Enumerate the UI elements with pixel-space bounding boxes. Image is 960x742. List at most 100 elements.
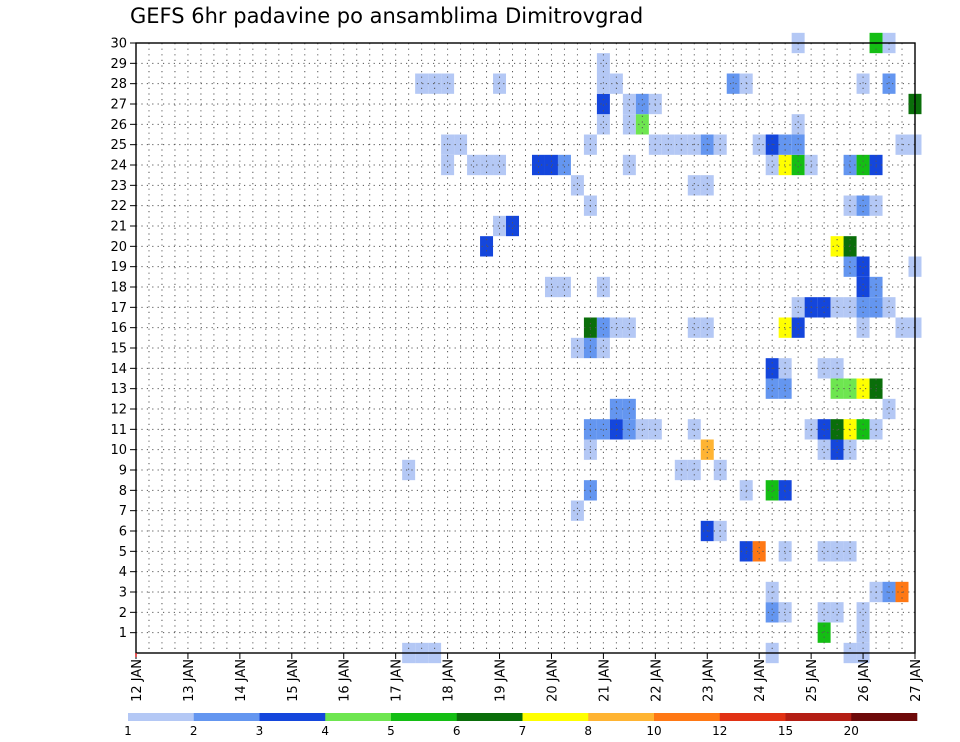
precip-cell xyxy=(687,317,701,338)
y-tick-label: 11 xyxy=(110,423,127,438)
precip-cell xyxy=(817,419,831,440)
y-tick-label: 29 xyxy=(110,57,127,72)
precip-cell xyxy=(570,337,584,359)
precip-cell xyxy=(493,215,507,237)
precip-cell xyxy=(441,73,455,94)
y-tick-label: 2 xyxy=(119,606,127,621)
x-tick-label: 12 JAN xyxy=(130,659,145,702)
precip-cell xyxy=(531,154,545,176)
precip-cell xyxy=(467,154,481,176)
legend-swatch xyxy=(325,713,392,721)
precip-cell xyxy=(596,73,610,94)
precip-cell xyxy=(480,236,494,257)
precip-cell xyxy=(480,154,494,176)
precip-cell xyxy=(817,541,831,562)
legend-swatch xyxy=(259,713,326,721)
y-tick-label: 12 xyxy=(110,403,127,418)
legend-swatch xyxy=(719,713,786,721)
legend-swatch xyxy=(522,713,589,721)
precip-cell xyxy=(609,419,623,440)
precip-cell xyxy=(635,93,649,115)
legend-swatch xyxy=(391,713,458,721)
legend-swatch xyxy=(785,713,852,721)
precip-cell xyxy=(622,398,636,420)
y-tick-label: 4 xyxy=(119,565,127,580)
x-tick-label: 20 JAN xyxy=(545,659,560,702)
precip-cell xyxy=(687,175,701,196)
x-tick-label: 24 JAN xyxy=(753,659,768,702)
x-tick-label: 16 JAN xyxy=(338,659,353,702)
precip-cell xyxy=(596,114,610,135)
precip-cell xyxy=(895,317,909,338)
x-tick-label: 27 JAN xyxy=(909,659,924,702)
precip-cell xyxy=(687,419,701,440)
precip-cell xyxy=(622,419,636,440)
legend-label: 7 xyxy=(519,724,527,738)
x-tick-label: 21 JAN xyxy=(597,659,612,702)
precip-cell xyxy=(856,276,870,298)
legend-label: 4 xyxy=(321,724,329,738)
precip-cell xyxy=(674,459,688,481)
y-tick-label: 19 xyxy=(110,260,127,275)
y-tick-label: 1 xyxy=(119,626,127,641)
y-tick-label: 28 xyxy=(110,77,127,92)
precip-cell xyxy=(830,439,844,460)
precip-cell xyxy=(402,459,416,481)
y-tick-label: 23 xyxy=(110,179,127,194)
precip-cell xyxy=(596,93,610,115)
y-tick-label: 21 xyxy=(110,220,127,235)
precip-cell xyxy=(700,175,714,196)
legend-label: 8 xyxy=(584,724,592,738)
precip-cell xyxy=(856,256,870,277)
precip-cell xyxy=(856,317,870,338)
legend-swatch xyxy=(851,713,918,721)
precip-cell xyxy=(622,114,636,135)
legend-label: 10 xyxy=(646,724,661,738)
precip-cell xyxy=(856,154,870,176)
legend-label: 15 xyxy=(778,724,793,738)
y-tick-label: 9 xyxy=(119,464,127,479)
precip-cell xyxy=(570,175,584,196)
precip-cell xyxy=(843,419,857,440)
precip-cell xyxy=(609,398,623,420)
precip-cell xyxy=(596,53,610,74)
precip-cell xyxy=(557,276,571,298)
legend-label: 1 xyxy=(124,724,132,738)
precip-cell xyxy=(830,378,844,399)
precip-cell xyxy=(856,622,870,643)
precip-cell xyxy=(609,317,623,338)
precip-cell xyxy=(830,602,844,623)
chart-title: GEFS 6hr padavine po ansamblima Dimitrov… xyxy=(130,4,644,28)
precip-cell xyxy=(700,439,714,460)
y-tick-label: 24 xyxy=(110,159,127,174)
x-tick-label: 25 JAN xyxy=(805,659,820,702)
y-tick-label: 17 xyxy=(110,301,127,316)
precip-cell xyxy=(415,73,429,94)
y-tick-label: 27 xyxy=(110,98,127,113)
precip-cell xyxy=(817,439,831,460)
precip-cell xyxy=(843,256,857,277)
x-tick-label: 19 JAN xyxy=(494,659,509,702)
legend-label: 6 xyxy=(453,724,461,738)
legend-label: 2 xyxy=(190,724,198,738)
legend-label: 20 xyxy=(844,724,859,738)
y-tick-label: 16 xyxy=(110,321,127,336)
legend-label: 3 xyxy=(256,724,264,738)
x-tick-label: 17 JAN xyxy=(390,659,405,702)
y-tick-label: 22 xyxy=(110,199,127,214)
precip-cell xyxy=(557,154,571,176)
precip-cell xyxy=(791,114,805,135)
x-tick-label: 14 JAN xyxy=(234,659,249,702)
y-tick-label: 14 xyxy=(110,362,127,377)
y-tick-label: 8 xyxy=(119,484,127,499)
y-tick-label: 18 xyxy=(110,281,127,296)
legend-label: 12 xyxy=(712,724,727,738)
precip-cell xyxy=(493,154,507,176)
legend-swatch xyxy=(654,713,721,721)
precip-cell xyxy=(830,236,844,257)
precip-cell xyxy=(882,398,896,420)
y-tick-label: 3 xyxy=(119,586,127,601)
precip-cell xyxy=(441,154,455,176)
y-tick-label: 10 xyxy=(110,443,127,458)
precip-cell xyxy=(765,602,779,623)
